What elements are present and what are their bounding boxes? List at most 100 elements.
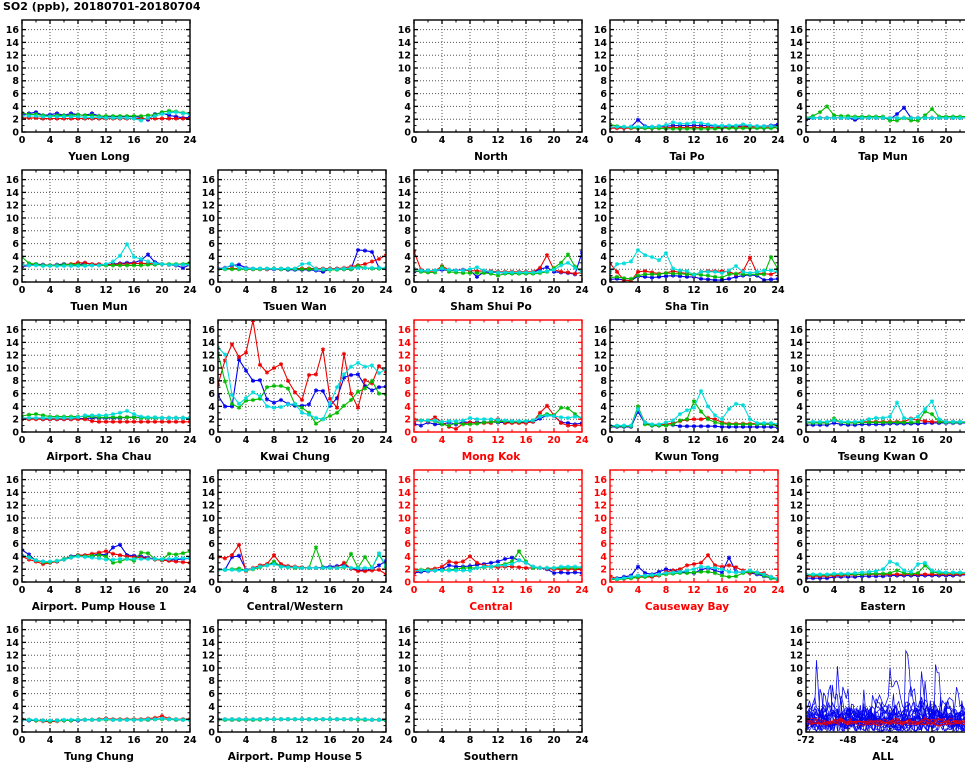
series-marker-cyan	[915, 115, 921, 120]
series-marker-cyan	[173, 110, 179, 115]
series-marker-cyan	[61, 717, 67, 722]
series-marker-cyan	[22, 262, 25, 267]
series-marker-blue	[218, 393, 221, 398]
series-marker-red	[705, 553, 711, 558]
panel-tung-chung: 0 2 4 6 8 10 12 14 16 0 4 8 12 16 20 24 Tung Chung	[0, 616, 198, 763]
y-tick-label: 8	[12, 676, 19, 687]
series-group	[218, 542, 386, 577]
series-marker-cyan	[26, 263, 32, 268]
series-marker-blue	[691, 424, 697, 429]
series-marker-green	[887, 570, 893, 576]
y-tick-label: 0	[796, 127, 803, 138]
series-marker-cyan	[222, 567, 228, 572]
series-marker-cyan	[75, 415, 81, 420]
series-marker-cyan	[82, 554, 88, 560]
y-tick-label: 10	[398, 63, 412, 74]
series-marker-cyan	[96, 263, 102, 268]
series-marker-cyan	[677, 268, 683, 273]
series-marker-green	[145, 551, 151, 556]
series-marker-cyan	[320, 417, 326, 422]
y-tick-label: 8	[796, 76, 803, 87]
y-tick-label: 8	[600, 526, 607, 537]
x-tick-label: 20	[155, 585, 169, 596]
series-marker-cyan	[82, 263, 88, 269]
series-marker-cyan	[558, 564, 564, 569]
series-marker-green	[138, 550, 144, 555]
series-marker-blue	[313, 388, 319, 393]
y-tick-label: 2	[600, 565, 607, 576]
y-tick-label: 6	[600, 539, 607, 550]
panel-tsuen-wan: 0 2 4 6 8 10 12 14 16 0 4 8 12 16 20 24 Tsuen Wan	[196, 166, 394, 313]
y-tick-label: 6	[404, 89, 411, 100]
x-tick-label: 12	[491, 285, 504, 296]
series-marker-green	[887, 420, 893, 425]
series-line-blue	[806, 667, 965, 732]
y-tick-label: 6	[600, 89, 607, 100]
series-marker-blue	[355, 247, 361, 253]
series-marker-red	[460, 559, 466, 564]
series-marker-cyan	[565, 415, 571, 420]
series-marker-green	[761, 272, 767, 277]
series-marker-cyan	[68, 717, 74, 722]
series-marker-green	[558, 405, 564, 410]
y-tick-label: 12	[398, 351, 411, 362]
series-marker-cyan	[495, 270, 501, 275]
series-marker-cyan	[306, 412, 312, 417]
x-tick-label: 12	[295, 585, 308, 596]
series-marker-cyan	[642, 420, 648, 425]
series-marker-cyan	[292, 401, 298, 406]
x-tick-label: 4	[47, 285, 54, 296]
series-marker-green	[222, 379, 228, 384]
x-tick-label: 20	[351, 285, 365, 296]
series-marker-green	[670, 271, 676, 276]
x-tick-label: 24	[575, 435, 589, 446]
series-marker-cyan	[124, 717, 130, 722]
series-marker-cyan	[376, 551, 382, 556]
series-marker-cyan	[229, 567, 235, 572]
series-marker-cyan	[376, 371, 382, 376]
y-tick-label: 4	[12, 102, 19, 113]
series-marker-cyan	[537, 414, 543, 419]
series-marker-cyan	[719, 270, 725, 276]
series-marker-green	[313, 545, 319, 550]
series-marker-cyan	[747, 270, 753, 276]
series-marker-cyan	[530, 270, 536, 275]
series-marker-cyan	[768, 124, 774, 129]
series-marker-cyan	[922, 560, 928, 565]
series-marker-red	[922, 572, 928, 577]
series-marker-blue	[110, 545, 116, 550]
series-marker-cyan	[218, 345, 221, 350]
y-tick-label: 14	[6, 188, 20, 199]
series-marker-cyan	[747, 417, 753, 422]
series-marker-cyan	[152, 717, 158, 722]
y-tick-label: 12	[790, 501, 803, 512]
x-tick-label: 12	[491, 585, 504, 596]
series-marker-cyan	[768, 574, 774, 579]
series-marker-blue	[544, 265, 550, 270]
x-tick-label: 24	[379, 735, 393, 746]
y-tick-label: 14	[6, 638, 20, 649]
series-marker-red	[320, 347, 326, 352]
series-marker-blue	[446, 563, 452, 568]
panel-label: Tsuen Wan	[263, 301, 327, 313]
x-tick-label: 20	[155, 135, 169, 146]
series-marker-green	[250, 397, 256, 403]
series-marker-red	[236, 542, 242, 547]
series-marker-red	[698, 417, 704, 422]
series-marker-blue	[698, 424, 704, 429]
series-marker-red	[222, 556, 228, 561]
y-tick-label: 16	[398, 175, 412, 186]
series-marker-cyan	[929, 568, 935, 573]
panel-label: Tung Chung	[64, 751, 134, 763]
series-marker-cyan	[467, 568, 473, 573]
y-tick-label: 2	[796, 715, 803, 726]
series-group	[22, 713, 190, 724]
series-marker-cyan	[439, 568, 445, 573]
x-tick-label: 4	[439, 435, 446, 446]
series-marker-cyan	[131, 412, 137, 417]
series-marker-cyan	[117, 410, 123, 415]
x-tick-label: 24	[771, 435, 785, 446]
series-marker-cyan	[488, 564, 494, 569]
series-marker-cyan	[565, 260, 571, 265]
series-marker-cyan	[432, 568, 438, 573]
